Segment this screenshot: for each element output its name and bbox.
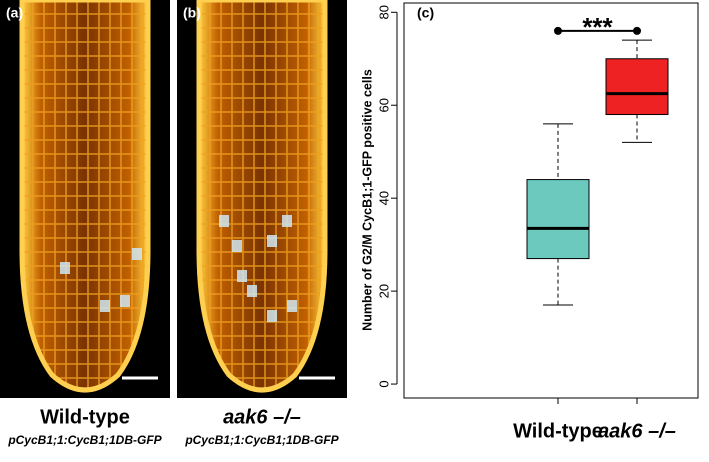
panel-label: (b) — [183, 5, 201, 21]
y-tick-label: 60 — [376, 98, 391, 112]
y-tick-label: 20 — [376, 284, 391, 298]
gfp-cell — [232, 240, 242, 252]
gfp-cell — [219, 215, 229, 227]
significance-dot — [633, 26, 641, 35]
cell-layer — [199, 0, 325, 390]
box — [526, 179, 590, 260]
root-outline — [19, 0, 151, 393]
root-outline — [196, 0, 328, 393]
panel-subcaption: pCycB1;1:CycB1;1DB-GFP — [184, 433, 339, 447]
gfp-cell — [247, 285, 257, 297]
cell-pattern — [22, 0, 148, 390]
y-tick-label: 80 — [376, 5, 391, 19]
significance-label: *** — [582, 12, 613, 42]
micrograph — [0, 0, 170, 398]
panel-label: (a) — [6, 5, 23, 21]
box — [605, 58, 669, 116]
x-tick-label: Wild-type — [513, 420, 603, 442]
gfp-cell — [60, 262, 70, 274]
gfp-cell — [287, 300, 297, 312]
gfp-cell — [267, 310, 277, 322]
gfp-cell — [100, 300, 110, 312]
y-tick-label: 40 — [376, 191, 391, 205]
plot-frame — [403, 2, 699, 399]
y-axis-label: Number of G2/M CycB1;1-GFP positive cell… — [360, 69, 374, 331]
gfp-cell — [120, 295, 130, 307]
panel-label: (c) — [417, 5, 434, 21]
gfp-cell — [267, 235, 277, 247]
gfp-cell — [282, 215, 292, 227]
cell-layer — [22, 0, 148, 390]
gfp-cell — [237, 270, 247, 282]
gfp-cell — [132, 248, 142, 260]
y-tick-label: 0 — [376, 380, 391, 387]
x-tick-label: aak6 –/– — [598, 420, 676, 442]
cell-pattern — [199, 0, 325, 390]
panel-caption: aak6 –/– — [223, 406, 301, 428]
micrograph — [177, 0, 347, 398]
panel-subcaption: pCycB1;1:CycB1;1DB-GFP — [7, 433, 162, 447]
panel-caption: Wild-type — [40, 406, 130, 428]
significance-dot — [554, 26, 562, 35]
